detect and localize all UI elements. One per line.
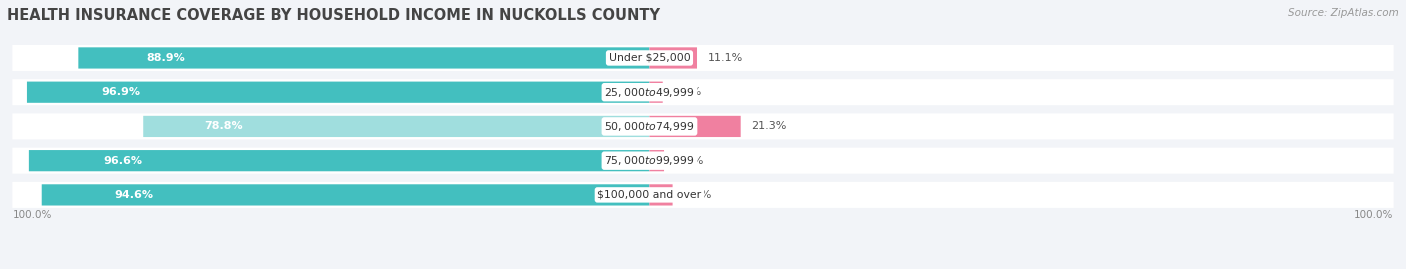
FancyBboxPatch shape bbox=[143, 116, 650, 137]
Text: Source: ZipAtlas.com: Source: ZipAtlas.com bbox=[1288, 8, 1399, 18]
Text: $75,000 to $99,999: $75,000 to $99,999 bbox=[605, 154, 695, 167]
Text: 3.4%: 3.4% bbox=[675, 156, 703, 166]
Text: 78.8%: 78.8% bbox=[204, 121, 243, 132]
Text: Under $25,000: Under $25,000 bbox=[609, 53, 690, 63]
FancyBboxPatch shape bbox=[13, 45, 1393, 71]
Text: 5.4%: 5.4% bbox=[683, 190, 711, 200]
Text: 11.1%: 11.1% bbox=[707, 53, 742, 63]
FancyBboxPatch shape bbox=[42, 184, 650, 206]
FancyBboxPatch shape bbox=[650, 47, 697, 69]
FancyBboxPatch shape bbox=[650, 184, 672, 206]
Text: 100.0%: 100.0% bbox=[13, 210, 52, 220]
FancyBboxPatch shape bbox=[30, 150, 650, 171]
Text: 96.6%: 96.6% bbox=[104, 156, 142, 166]
Text: $25,000 to $49,999: $25,000 to $49,999 bbox=[605, 86, 695, 99]
Text: $100,000 and over: $100,000 and over bbox=[598, 190, 702, 200]
FancyBboxPatch shape bbox=[650, 82, 662, 103]
FancyBboxPatch shape bbox=[13, 182, 1393, 208]
FancyBboxPatch shape bbox=[650, 116, 741, 137]
Text: 3.1%: 3.1% bbox=[673, 87, 702, 97]
FancyBboxPatch shape bbox=[79, 47, 650, 69]
FancyBboxPatch shape bbox=[13, 148, 1393, 174]
FancyBboxPatch shape bbox=[13, 114, 1393, 139]
FancyBboxPatch shape bbox=[13, 79, 1393, 105]
FancyBboxPatch shape bbox=[27, 82, 650, 103]
Text: $50,000 to $74,999: $50,000 to $74,999 bbox=[605, 120, 695, 133]
Text: 88.9%: 88.9% bbox=[146, 53, 186, 63]
Text: 21.3%: 21.3% bbox=[751, 121, 787, 132]
Text: HEALTH INSURANCE COVERAGE BY HOUSEHOLD INCOME IN NUCKOLLS COUNTY: HEALTH INSURANCE COVERAGE BY HOUSEHOLD I… bbox=[7, 8, 659, 23]
Text: 94.6%: 94.6% bbox=[115, 190, 153, 200]
Text: 100.0%: 100.0% bbox=[1354, 210, 1393, 220]
Text: 96.9%: 96.9% bbox=[101, 87, 141, 97]
FancyBboxPatch shape bbox=[650, 150, 664, 171]
